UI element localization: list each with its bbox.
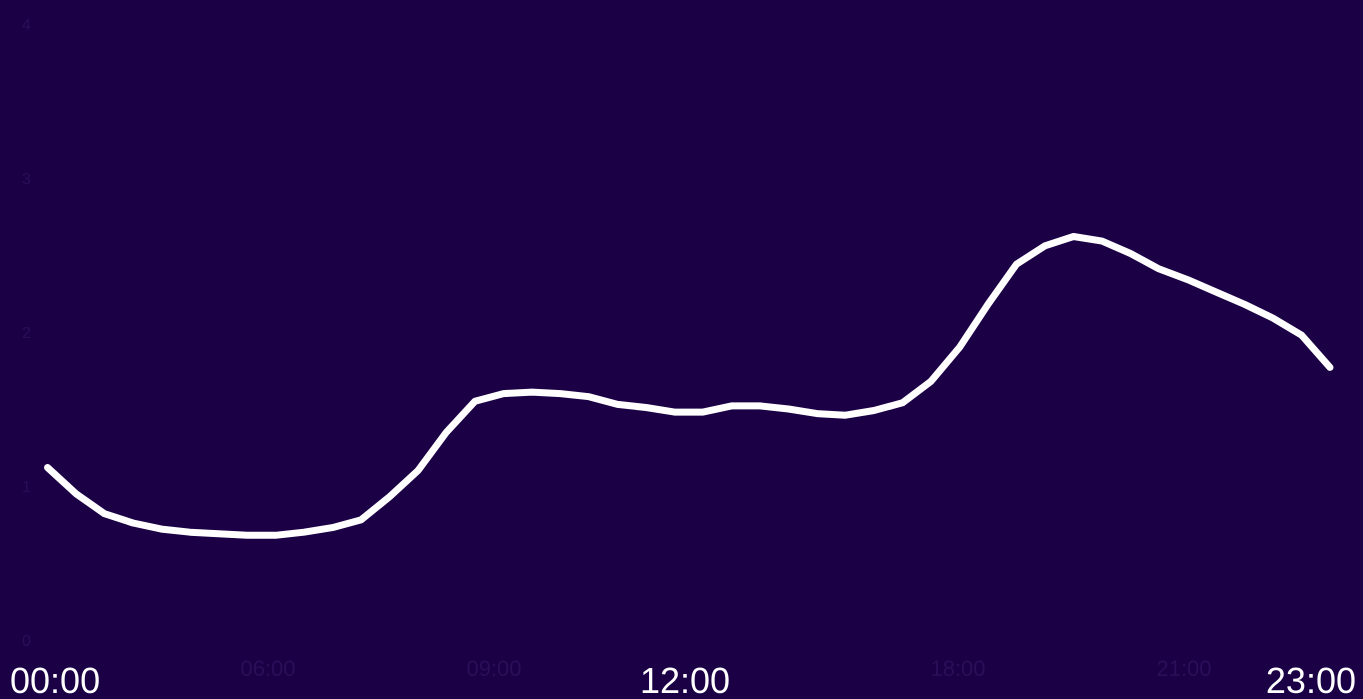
x-axis-labels: 00:00 12:00 23:00 xyxy=(10,660,1356,699)
x-faint-tick-label: 06:00 xyxy=(240,656,295,681)
y-tick-label: 1 xyxy=(22,479,31,496)
y-tick-label: 4 xyxy=(22,17,31,34)
x-axis-faint-ticks: 06:00 09:00 18:00 21:00 xyxy=(240,656,1211,681)
y-tick-label: 0 xyxy=(22,633,31,650)
x-faint-tick-label: 18:00 xyxy=(930,656,985,681)
y-tick-label: 3 xyxy=(22,171,31,188)
x-axis-label: 00:00 xyxy=(10,660,100,699)
y-axis-faint-ticks: 0 1 2 3 4 xyxy=(22,17,31,650)
x-axis-label: 23:00 xyxy=(1266,660,1356,699)
x-axis-label: 12:00 xyxy=(640,660,730,699)
x-faint-tick-label: 21:00 xyxy=(1156,656,1211,681)
x-faint-tick-label: 09:00 xyxy=(466,656,521,681)
y-tick-label: 2 xyxy=(22,325,31,342)
series-line xyxy=(44,233,1334,539)
